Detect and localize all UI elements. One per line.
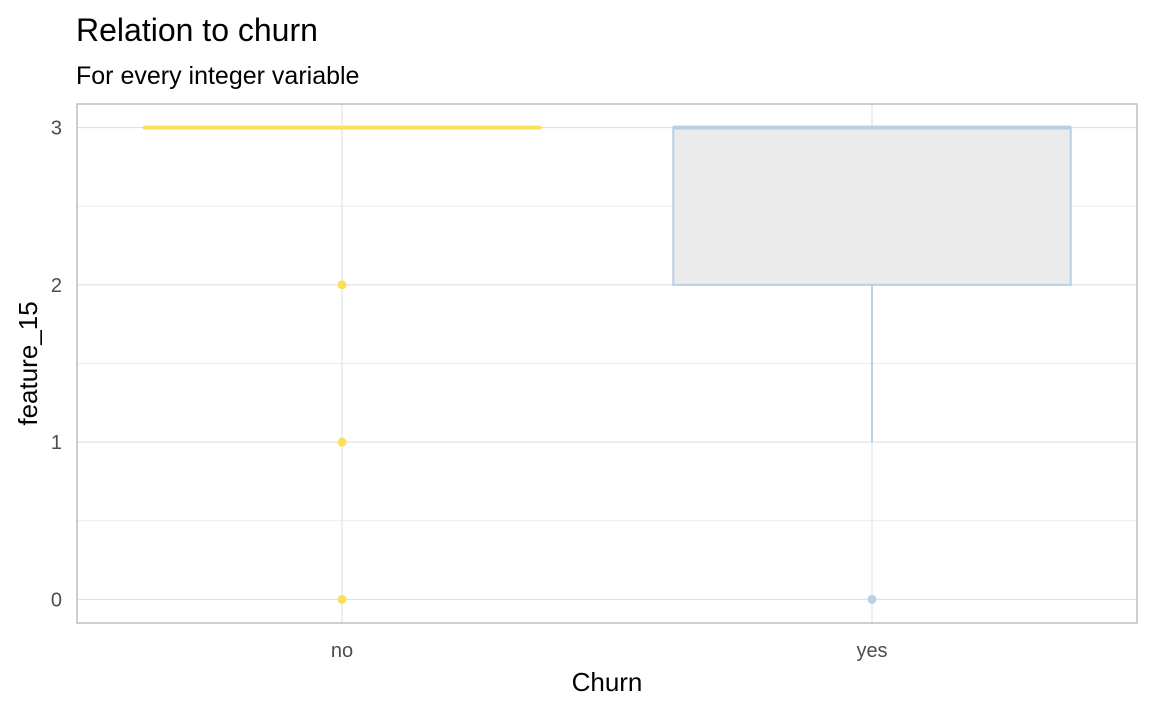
plot-panel-border <box>76 103 1138 624</box>
box-no <box>142 125 542 604</box>
x-tick-label: yes <box>856 640 887 662</box>
x-axis-title: Churn <box>572 667 643 697</box>
outlier-point <box>337 280 347 290</box>
chart-title: Relation to churn <box>76 12 318 48</box>
outlier-point <box>337 437 347 447</box>
outlier-point <box>867 594 877 604</box>
chart-subtitle: For every integer variable <box>76 62 359 90</box>
y-tick-label: 3 <box>51 118 62 140</box>
y-tick-label: 1 <box>51 432 62 454</box>
y-axis-title: feature_15 <box>13 301 43 425</box>
box-body <box>672 126 1072 286</box>
box-yes <box>672 125 1072 604</box>
outlier-point <box>337 594 347 604</box>
box-layer <box>142 125 1072 604</box>
y-tick-label: 2 <box>51 275 62 297</box>
y-tick-label: 0 <box>51 589 62 611</box>
x-tick-label: no <box>331 640 353 662</box>
tick-label-layer: 0 1 2 3 no yes <box>51 118 888 662</box>
